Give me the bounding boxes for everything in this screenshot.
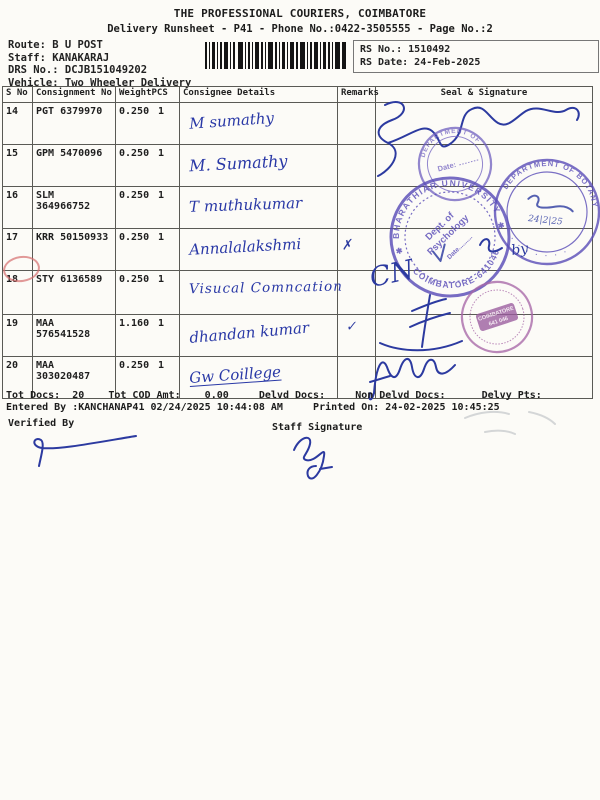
verified-by-signature	[33, 435, 137, 467]
col-consignee: Consignee Details	[179, 86, 338, 103]
table-row: 16 SLM 364966752 0.250 1 T muthukumar	[2, 186, 593, 229]
consignee-handwriting: Gw Coillege	[188, 362, 282, 387]
route-line: Route: B U POST	[8, 39, 103, 51]
table-row: 19 MAA 576541528 1.160 1 dhandan kumar	[2, 314, 593, 357]
consignee-handwriting: Visucal Comncation	[188, 278, 343, 298]
staff-line: Staff: KANAKARAJ	[8, 51, 110, 64]
verified-by-label: Verified By	[8, 418, 75, 429]
table-row: 14 PGT 6379970 0.250 1 M sumathy	[2, 102, 593, 145]
drs-no-line: DRS No.: DCJB151049202	[8, 64, 148, 76]
vehicle-line: Vehicle: Two Wheeler Delivery	[8, 76, 192, 89]
shipment-info-block: Route: B U POST Staff: KANAKARAJ DRS No.…	[8, 39, 191, 89]
consignee-handwriting: Annalalakshmi	[188, 234, 302, 259]
col-seal: Seal & Signature	[375, 86, 593, 103]
col-consignment: Consignment No	[32, 86, 116, 103]
page-title: THE PROFESSIONAL COURIERS, COIMBATORE	[173, 7, 427, 20]
consignee-handwriting: T muthukumar	[188, 193, 303, 216]
col-remarks: Remarks	[337, 86, 379, 103]
scan-smudge	[464, 410, 556, 435]
barcode	[205, 42, 346, 69]
consignee-handwriting: dhandan kumar	[188, 318, 310, 347]
col-weight-pcs: Weight PCS	[115, 86, 180, 103]
rs-info-box: RS No.: 1510492 RS Date: 24-Feb-2025	[353, 40, 599, 73]
table-row: 15 GPM 5470096 0.250 1 M. Sumathy	[2, 144, 593, 187]
staff-ink-signature	[293, 436, 333, 480]
totals-line: Tot Docs: 20 Tot COD Amt: 0.00 Delvd Doc…	[6, 390, 542, 401]
table-header-row: S No Consignment No Weight PCS Consignee …	[2, 86, 593, 103]
runsheet-table: S No Consignment No Weight PCS Consignee …	[2, 86, 593, 399]
col-sno: S No	[2, 86, 33, 103]
rs-no: RS No.: 1510492	[360, 44, 451, 55]
entered-printed-line: Entered By :KANCHANAP41 02/24/2025 10:44…	[6, 402, 500, 413]
consignee-handwriting: M sumathy	[188, 108, 275, 133]
page-subtitle: Delivery Runsheet - P41 - Phone No.:0422…	[107, 23, 493, 35]
table-row: 18 STY 6136589 0.250 1 Visucal Comncation	[2, 270, 593, 315]
table-row: 17 KRR 50150933 0.250 1 Annalalakshmi	[2, 228, 593, 271]
staff-signature-label: Staff Signature	[272, 422, 363, 433]
consignee-handwriting: M. Sumathy	[188, 151, 288, 176]
rs-date: RS Date: 24-Feb-2025	[360, 57, 481, 68]
